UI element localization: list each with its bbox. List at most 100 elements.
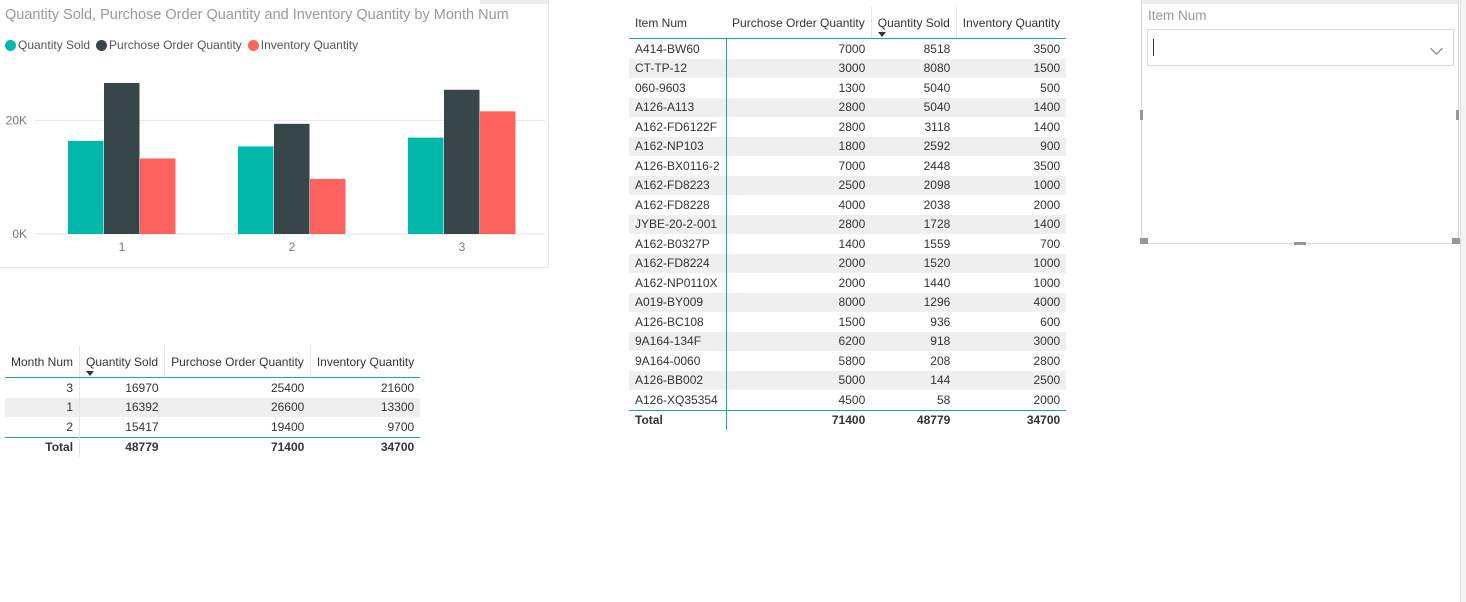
column-header-purchose-order-quantity[interactable]: Purchose Order Quantity	[164, 346, 311, 378]
table-row[interactable]: A126-A113 2800 5040 1400	[629, 97, 1067, 117]
resize-handle-right[interactable]	[1456, 110, 1459, 120]
legend-item-inventory-quantity[interactable]: Inventory Quantity	[247, 38, 359, 52]
table-row[interactable]: A126-BC108 1500 936 600	[629, 312, 1066, 332]
y-tick-label: 0K	[12, 227, 27, 241]
cell-item-num: A126-XQ35354	[629, 390, 727, 410]
table-row[interactable]: A162-NP0110X 2000 1440 1000	[629, 273, 1066, 293]
clustered-bar-chart-visual[interactable]: Quantity Sold, Purchose Order Quantity a…	[0, 0, 549, 268]
chart-title: Quantity Sold, Purchose Order Quantity a…	[5, 7, 509, 23]
month-table-body: 3 16970 25400 21600 1 16392 26600 13300 2 15417 19…	[5, 377, 421, 457]
total-value: 48779	[79, 436, 165, 457]
table-row[interactable]: A162-NP103 1800 2592 900	[629, 136, 1067, 156]
cell-item-num: A414-BW60	[629, 38, 727, 59]
table-row[interactable]: A162-FD6122F 2800 3118 1400	[629, 117, 1066, 137]
cell-value: 3118	[924, 119, 951, 134]
legend-item-purchose-order-quantity[interactable]: Purchose Order Quantity	[96, 38, 242, 52]
legend-item-quantity-sold[interactable]: Quantity Sold	[5, 38, 90, 52]
total-value: 71400	[164, 436, 311, 457]
month-num-table[interactable]: Month Num Quantity Sold Purchose Order Q…	[5, 346, 421, 457]
column-header-quantity-sold[interactable]: Quantity Sold	[870, 7, 957, 39]
cell-value: 5800	[838, 353, 866, 368]
legend-label: Purchose Order Quantity	[109, 38, 242, 52]
table-row[interactable]: JYBE-20-2-001 2800 1728 1400	[629, 214, 1067, 234]
cell-value: 700	[1040, 236, 1061, 251]
table-row[interactable]: A162-B0327P 1400 1559 700	[629, 234, 1066, 254]
cell-item-num: JYBE-20-2-001	[629, 214, 727, 234]
cell-month-num: 1	[5, 397, 81, 417]
cell-value: 9700	[387, 419, 415, 434]
table-row[interactable]: A126-BB002 5000 144 2500	[629, 370, 1067, 390]
total-label: Total	[5, 436, 81, 457]
legend-marker-inventory-quantity	[247, 39, 259, 51]
cell-value: 1400	[956, 214, 1067, 234]
cell-value: 8518	[923, 41, 951, 56]
total-row: Total 71400 48779 34700	[629, 409, 1067, 430]
visual-header-bar	[480, 0, 548, 4]
cell-value: 3500	[1033, 158, 1061, 173]
cell-value: 4000	[956, 292, 1067, 312]
resize-handle-left[interactable]	[1140, 110, 1143, 120]
table-row[interactable]: 2 15417 19400 9700	[5, 417, 420, 437]
table-row[interactable]: A414-BW60 7000 8518 3500	[629, 38, 1066, 59]
cell-value: 26600	[164, 397, 311, 417]
table-row[interactable]: A162-FD8224 2000 1520 1000	[629, 253, 1067, 273]
item-num-table[interactable]: Item Num Purchose Order Quantity Quantit…	[629, 7, 1067, 430]
bar-quantity-sold-month-1[interactable]	[68, 140, 104, 234]
cell-value: 1296	[871, 292, 957, 312]
cell-item-num: 9A164-134F	[629, 331, 727, 351]
legend-marker-purchose-order-quantity	[96, 39, 108, 51]
table-row[interactable]: 3 16970 25400 21600	[5, 377, 420, 398]
resize-handle-bottom-left[interactable]	[1140, 238, 1148, 244]
item-num-slicer[interactable]: Item Num	[1140, 0, 1460, 245]
legend-label: Quantity Sold	[18, 38, 91, 52]
cell-value: 2500	[956, 370, 1067, 390]
table-row[interactable]: A126-XQ35354 4500 58 2000	[629, 390, 1066, 410]
cell-value: 16970	[125, 380, 159, 395]
cell-value: 7000	[838, 41, 866, 56]
bar-inventory-quantity-month-2[interactable]	[310, 178, 346, 234]
resize-handle-bottom[interactable]	[1294, 242, 1306, 245]
bar-inventory-quantity-month-1[interactable]	[140, 158, 176, 234]
y-tick-label: 20K	[6, 113, 27, 127]
cell-value: 13300	[310, 397, 421, 417]
column-header-purchose-order-quantity[interactable]: Purchose Order Quantity	[726, 7, 872, 39]
bar-inventory-quantity-month-3[interactable]	[480, 111, 516, 234]
chart-legend: Quantity Sold Purchose Order Quantity In…	[5, 38, 364, 52]
cell-item-num: A126-BC108	[629, 312, 727, 332]
bar-quantity-sold-month-3[interactable]	[408, 137, 444, 234]
cell-value: 1000	[1033, 275, 1061, 290]
column-header-quantity-sold[interactable]: Quantity Sold	[79, 346, 165, 378]
cell-value: 3500	[1033, 41, 1061, 56]
table-row[interactable]: 060-9603 1300 5040 500	[629, 78, 1066, 98]
table-row[interactable]: A126-BX0116-2 7000 2448 3500	[629, 156, 1066, 176]
bar-purchose-order-quantity-month-3[interactable]	[444, 89, 480, 234]
column-header-inventory-quantity[interactable]: Inventory Quantity	[955, 7, 1067, 39]
column-header-month-num[interactable]: Month Num	[5, 346, 80, 378]
bar-quantity-sold-month-2[interactable]	[238, 146, 274, 234]
cell-value: 936	[930, 314, 951, 329]
resize-handle-bottom-right[interactable]	[1452, 238, 1460, 244]
cell-value: 5040	[923, 80, 951, 95]
cell-item-num: 060-9603	[629, 78, 727, 98]
cell-value: 1400	[838, 236, 866, 251]
cell-value: 2592	[871, 136, 957, 156]
table-row[interactable]: 9A164-134F 6200 918 3000	[629, 331, 1067, 351]
table-row[interactable]: 1 16392 26600 13300	[5, 397, 421, 417]
cell-value: 7000	[838, 158, 866, 173]
legend-label: Inventory Quantity	[260, 38, 359, 52]
cell-value: 2000	[1033, 197, 1061, 212]
cell-value: 2500	[726, 175, 872, 195]
column-header-inventory-quantity[interactable]: Inventory Quantity	[309, 346, 421, 378]
bar-purchose-order-quantity-month-2[interactable]	[274, 123, 310, 234]
sort-descending-icon	[877, 32, 886, 37]
table-row[interactable]: CT-TP-12 3000 8080 1500	[629, 58, 1067, 78]
table-row[interactable]: A162-FD8228 4000 2038 2000	[629, 195, 1066, 215]
table-row[interactable]: A019-BY009 8000 1296 4000	[629, 292, 1067, 312]
text-cursor	[1153, 39, 1154, 56]
table-row[interactable]: A162-FD8223 2500 2098 1000	[629, 175, 1067, 195]
table-row[interactable]: 9A164-0060 5800 208 2800	[629, 351, 1066, 371]
column-header-item-num[interactable]: Item Num	[629, 7, 727, 39]
slicer-dropdown[interactable]	[1147, 29, 1454, 66]
chevron-down-icon[interactable]	[1430, 42, 1443, 55]
bar-purchose-order-quantity-month-1[interactable]	[104, 82, 140, 234]
